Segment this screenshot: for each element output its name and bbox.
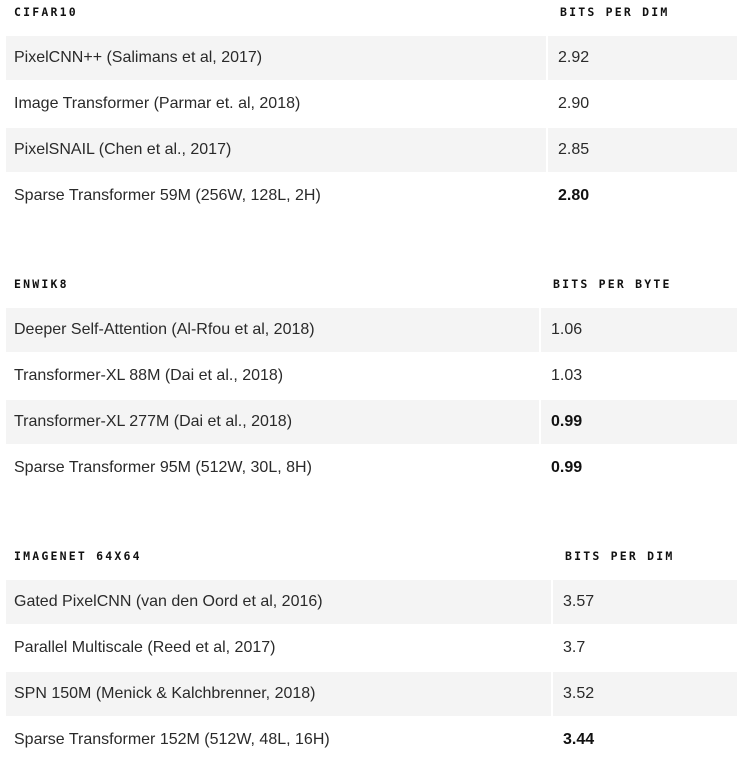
- metric-header: BITS PER DIM: [560, 5, 670, 19]
- table-header: CIFAR10 BITS PER DIM: [6, 2, 737, 36]
- model-cell: SPN 150M (Menick & Kalchbrenner, 2018): [6, 672, 551, 716]
- table-row: Transformer-XL 88M (Dai et al., 2018) 1.…: [6, 354, 737, 398]
- table-row: Gated PixelCNN (van den Oord et al, 2016…: [6, 580, 737, 624]
- table-row: Deeper Self-Attention (Al-Rfou et al, 20…: [6, 308, 737, 352]
- score-cell-best: 0.99: [551, 459, 583, 476]
- score-cell: 3.57: [553, 580, 737, 624]
- score-cell-best: 3.44: [563, 731, 595, 748]
- score-cell: 3.52: [553, 672, 737, 716]
- dataset-title: CIFAR10: [14, 5, 78, 19]
- table-header: IMAGENET 64X64 BITS PER DIM: [6, 546, 737, 580]
- table-cifar10: CIFAR10 BITS PER DIM PixelCNN++ (Saliman…: [6, 2, 737, 220]
- model-cell: Transformer-XL 277M (Dai et al., 2018): [6, 400, 539, 444]
- score-cell: 1.03: [551, 367, 583, 384]
- score-cell: 2.90: [558, 95, 590, 112]
- table-header: ENWIK8 BITS PER BYTE: [6, 274, 737, 308]
- table-row: Sparse Transformer 152M (512W, 48L, 16H)…: [6, 718, 737, 762]
- score-cell-best: 2.80: [558, 187, 590, 204]
- table-enwik8: ENWIK8 BITS PER BYTE Deeper Self-Attenti…: [6, 274, 737, 492]
- model-cell: Sparse Transformer 152M (512W, 48L, 16H): [14, 731, 330, 748]
- table-row: Transformer-XL 277M (Dai et al., 2018) 0…: [6, 400, 737, 444]
- model-cell: Deeper Self-Attention (Al-Rfou et al, 20…: [6, 308, 539, 352]
- score-cell: 2.92: [548, 36, 737, 80]
- score-cell: 1.06: [541, 308, 737, 352]
- score-cell-best: 0.99: [541, 400, 737, 444]
- model-cell: Transformer-XL 88M (Dai et al., 2018): [14, 367, 284, 384]
- score-cell: 2.85: [548, 128, 737, 172]
- metric-header: BITS PER DIM: [565, 549, 675, 563]
- model-cell: Parallel Multiscale (Reed et al, 2017): [14, 639, 276, 656]
- table-row: Image Transformer (Parmar et. al, 2018) …: [6, 82, 737, 126]
- metric-header: BITS PER BYTE: [553, 277, 672, 291]
- table-imagenet: IMAGENET 64X64 BITS PER DIM Gated PixelC…: [6, 546, 737, 764]
- score-cell: 3.7: [563, 639, 586, 656]
- model-cell: PixelSNAIL (Chen et al., 2017): [6, 128, 546, 172]
- model-cell: PixelCNN++ (Salimans et al, 2017): [6, 36, 546, 80]
- table-row: Parallel Multiscale (Reed et al, 2017) 3…: [6, 626, 737, 670]
- model-cell: Image Transformer (Parmar et. al, 2018): [14, 95, 301, 112]
- table-row: PixelCNN++ (Salimans et al, 2017) 2.92: [6, 36, 737, 80]
- dataset-title: ENWIK8: [14, 277, 69, 291]
- model-cell: Sparse Transformer 95M (512W, 30L, 8H): [14, 459, 312, 476]
- table-row: SPN 150M (Menick & Kalchbrenner, 2018) 3…: [6, 672, 737, 716]
- model-cell: Gated PixelCNN (van den Oord et al, 2016…: [6, 580, 551, 624]
- model-cell: Sparse Transformer 59M (256W, 128L, 2H): [14, 187, 321, 204]
- table-row: Sparse Transformer 95M (512W, 30L, 8H) 0…: [6, 446, 737, 490]
- table-row: PixelSNAIL (Chen et al., 2017) 2.85: [6, 128, 737, 172]
- table-row: Sparse Transformer 59M (256W, 128L, 2H) …: [6, 174, 737, 218]
- dataset-title: IMAGENET 64X64: [14, 549, 142, 563]
